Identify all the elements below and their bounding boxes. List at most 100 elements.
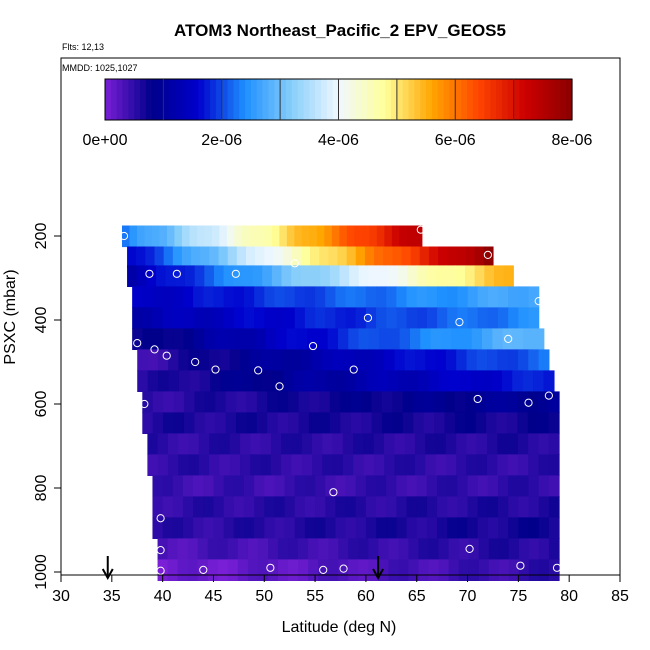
heatmap-cell	[435, 433, 447, 455]
heatmap-cell	[353, 349, 365, 371]
sample-point	[363, 313, 373, 322]
heatmap-cell	[396, 286, 408, 308]
heatmap-cell	[270, 454, 282, 476]
colorbar-segment	[396, 79, 404, 120]
heatmap-cell	[517, 433, 529, 455]
colorbar-segment	[367, 79, 375, 120]
heatmap-cell	[217, 559, 229, 581]
heatmap-cell	[284, 517, 296, 539]
colorbar-segment	[221, 79, 229, 120]
heatmap-cell	[233, 496, 245, 518]
heatmap-cell	[226, 225, 236, 248]
heatmap-cell	[348, 328, 360, 350]
heatmap-cell	[310, 265, 321, 287]
heatmap-cell	[233, 286, 245, 308]
heatmap-cell	[213, 307, 225, 329]
heatmap-cell	[426, 517, 438, 539]
heatmap-cell	[183, 391, 195, 413]
heatmap-cell	[254, 496, 265, 518]
heatmap-cell	[136, 246, 146, 269]
sample-point	[504, 334, 513, 343]
heatmap-cell	[183, 328, 195, 350]
heatmap-cell	[274, 307, 286, 329]
heatmap-cell	[243, 286, 255, 308]
colorbar-segment	[542, 79, 550, 120]
heatmap-cell	[318, 559, 329, 581]
heatmap-cell	[339, 265, 350, 287]
heatmap-cell	[467, 307, 479, 329]
heatmap-cell	[165, 265, 176, 287]
heatmap-cell	[436, 265, 447, 287]
heatmap-cell	[203, 475, 215, 497]
heatmap-cell	[337, 246, 348, 269]
heatmap-cell	[353, 433, 365, 455]
heatmap-cell	[474, 265, 485, 287]
heatmap-cell	[376, 307, 387, 329]
heatmap-cell	[368, 538, 379, 560]
y-tick-label: 800	[33, 475, 50, 502]
heatmap-cell	[177, 559, 189, 581]
heatmap-cell	[482, 328, 493, 350]
colorbar-segment	[262, 79, 270, 120]
heatmap-cell	[496, 391, 508, 413]
heatmap-cell	[508, 307, 519, 329]
heatmap-cell	[310, 246, 320, 269]
heatmap-cell	[476, 454, 488, 476]
heatmap-cell	[538, 391, 550, 413]
heatmap-cell	[127, 246, 137, 269]
heatmap-cell	[312, 454, 323, 476]
heatmap-cell	[392, 391, 404, 413]
heatmap-cell	[418, 559, 430, 581]
colorbar-segment	[525, 79, 532, 120]
heatmap-cell	[121, 225, 131, 248]
sample-point	[172, 269, 181, 278]
heatmap-cell	[406, 517, 418, 539]
heatmap-cell	[168, 370, 180, 392]
heatmap-cell	[465, 246, 476, 269]
heatmap-cell	[335, 307, 347, 329]
heatmap-cell	[294, 496, 306, 518]
heatmap-cell	[498, 496, 509, 518]
heatmap-cell	[384, 349, 396, 371]
heatmap-cell	[274, 517, 286, 539]
heatmap-cell	[284, 496, 296, 518]
heatmap-cell	[188, 454, 200, 476]
heatmap-cell	[332, 349, 344, 371]
heatmap-cell	[219, 349, 231, 371]
heatmap-cell	[471, 328, 483, 350]
heatmap-cell	[144, 225, 153, 248]
heatmap-cell	[194, 265, 205, 287]
heatmap-cell	[517, 454, 529, 476]
heatmap-cell	[458, 538, 470, 560]
heatmap-cell	[533, 370, 545, 392]
heatmap-cell	[428, 246, 439, 269]
heatmap-cell	[423, 391, 435, 413]
colorbar-segment	[122, 79, 129, 120]
heatmap-cell	[193, 328, 205, 350]
heatmap-cell	[301, 433, 313, 455]
sample-point	[455, 318, 464, 327]
heatmap-cell	[191, 246, 201, 269]
heatmap-cell	[423, 412, 435, 434]
heatmap-cell	[445, 349, 457, 371]
heatmap-cell	[241, 370, 253, 392]
heatmap-cell	[451, 328, 463, 350]
sample-point	[119, 231, 129, 241]
heatmap-cell	[518, 517, 530, 539]
heatmap-cell	[308, 538, 319, 560]
sample-point	[162, 351, 171, 360]
heatmap-cell	[215, 412, 227, 434]
heatmap-cell	[220, 370, 232, 392]
heatmap-cell	[304, 307, 316, 329]
heatmap-cell	[224, 328, 236, 350]
heatmap-cell	[538, 559, 550, 581]
heatmap-cell	[196, 225, 206, 248]
heatmap-cell	[337, 328, 349, 350]
heatmap-cell	[394, 349, 406, 371]
heatmap-cell	[325, 286, 337, 308]
heatmap-cell	[487, 307, 499, 329]
heatmap-cell	[157, 433, 169, 455]
colorbar-segment	[426, 79, 433, 120]
heatmap-cell	[152, 496, 164, 518]
down-arrow-icon	[101, 556, 114, 581]
